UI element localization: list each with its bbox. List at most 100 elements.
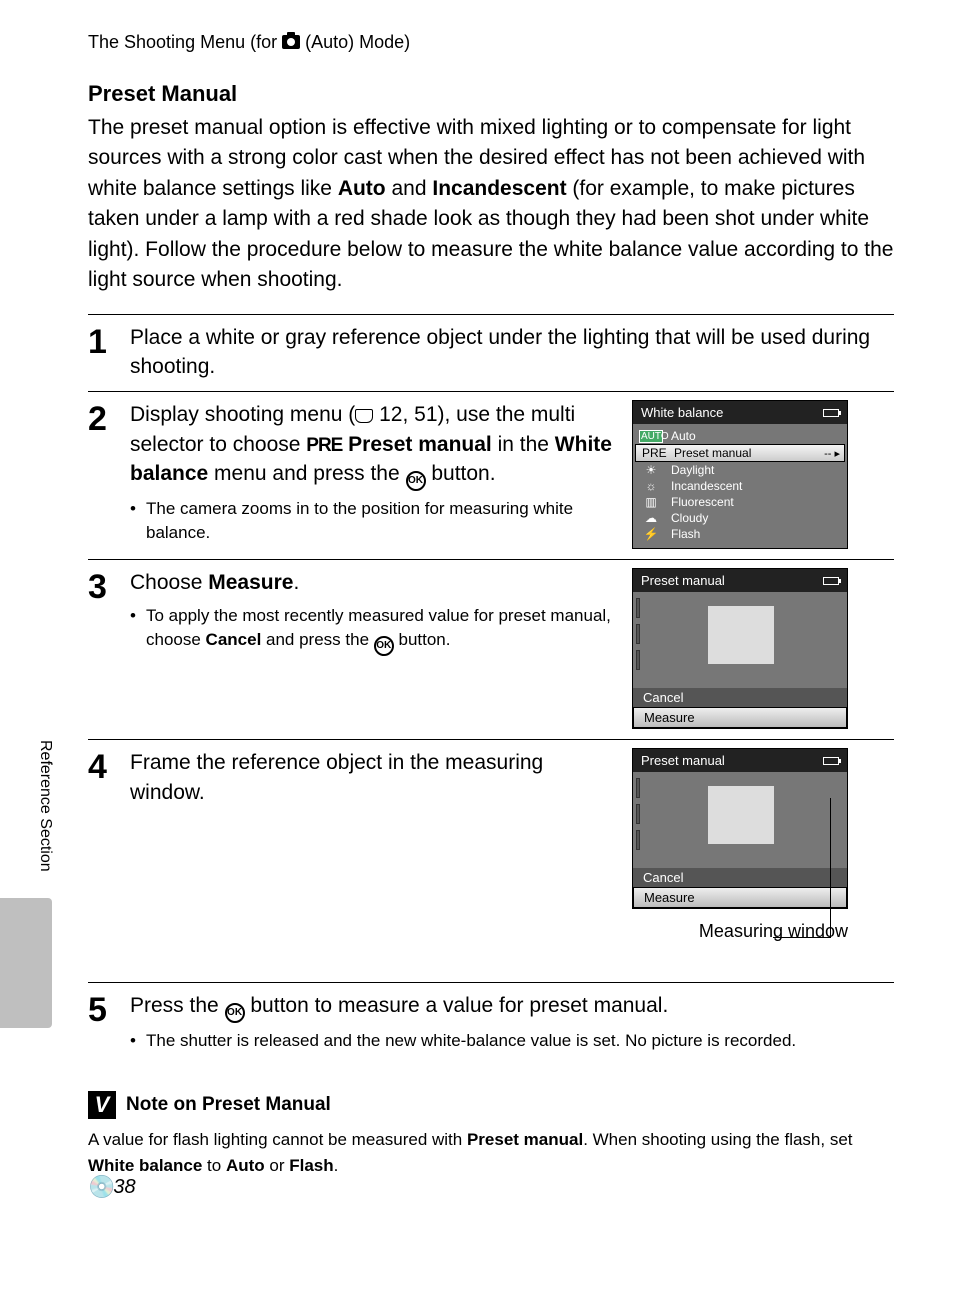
- lcd-title: Preset manual: [641, 573, 725, 588]
- lcd-side-tabs: [636, 778, 640, 850]
- lcd-side-tabs: [636, 598, 640, 670]
- callout-line: [773, 798, 831, 938]
- step-2: 2 Display shooting menu ( 12, 51), use t…: [88, 392, 894, 559]
- step-number: 3: [88, 568, 130, 604]
- section-title: Preset Manual: [88, 81, 894, 107]
- check-icon: V: [88, 1091, 116, 1119]
- intro-paragraph: The preset manual option is effective wi…: [88, 113, 894, 296]
- wb-item-icon: ▥: [639, 495, 663, 509]
- note-body: A value for flash lighting cannot be mea…: [88, 1127, 894, 1178]
- note-text: . When shooting using the flash, set: [583, 1130, 852, 1149]
- step-bold: Preset manual: [342, 433, 491, 456]
- camera-icon: [282, 35, 300, 49]
- wb-item-label: Incandescent: [671, 479, 843, 493]
- step-3: 3 Choose Measure. To apply the most rece…: [88, 560, 894, 739]
- wb-item-label: Flash: [671, 527, 843, 541]
- breadcrumb-suffix: (Auto) Mode): [300, 32, 410, 52]
- wb-item-icon: AUTO: [639, 430, 663, 443]
- step-bullet: The camera zooms in to the position for …: [130, 497, 620, 545]
- step-4: 4 Frame the reference object in the meas…: [88, 740, 894, 982]
- step-number: 2: [88, 400, 130, 436]
- wb-item-label: Fluorescent: [671, 495, 843, 509]
- step-body: Frame the reference object in the measur…: [130, 748, 620, 942]
- note-text: or: [265, 1156, 290, 1175]
- step-body: Press the OK button to measure a value f…: [130, 991, 894, 1053]
- note-bold: Auto: [226, 1156, 265, 1175]
- note-bold: Flash: [289, 1156, 333, 1175]
- battery-icon: [823, 409, 839, 417]
- wb-menu-item: PRE Preset manual -- ▸: [635, 444, 845, 462]
- wb-item-icon: ☀: [639, 463, 663, 477]
- step-bullet: The shutter is released and the new whit…: [130, 1029, 894, 1053]
- wb-menu-item: ⚡ Flash: [633, 526, 847, 542]
- wb-menu-item: ☀ Daylight: [633, 462, 847, 478]
- lcd-title-bar: White balance: [633, 401, 847, 424]
- step-number: 4: [88, 748, 130, 784]
- figure-preset-manual-frame: Preset manual Cancel Measure Measuring w…: [632, 748, 848, 942]
- battery-icon: [823, 757, 839, 765]
- measuring-window-box: [708, 786, 774, 844]
- note-heading: V Note on Preset Manual: [88, 1091, 894, 1119]
- intro-text: and: [386, 177, 433, 200]
- bullet-text: and press the: [261, 630, 373, 649]
- lcd-title: Preset manual: [641, 753, 725, 768]
- step-number: 5: [88, 991, 130, 1027]
- page-number-value: 38: [113, 1176, 135, 1199]
- wb-menu-item: ☁ Cloudy: [633, 510, 847, 526]
- wb-item-label: Preset manual: [674, 446, 816, 460]
- wb-item-label: Auto: [671, 429, 843, 443]
- note-box: V Note on Preset Manual A value for flas…: [88, 1091, 894, 1178]
- wb-item-label: Daylight: [671, 463, 843, 477]
- wb-menu-list: AUTO Auto PRE Preset manual -- ▸ ☀ Daylight ☼ In…: [633, 424, 847, 548]
- step-text: menu and press the: [208, 462, 405, 485]
- step-text: button.: [426, 462, 496, 485]
- wb-item-label: Cloudy: [671, 511, 843, 525]
- intro-bold-auto: Auto: [338, 177, 386, 200]
- bullet-text: button.: [394, 630, 451, 649]
- step-bold: Measure: [208, 571, 293, 594]
- wb-menu-item: ▥ Fluorescent: [633, 494, 847, 510]
- wb-menu-item: ☼ Incandescent: [633, 478, 847, 494]
- step-number: 1: [88, 323, 130, 359]
- breadcrumb-prefix: The Shooting Menu (for: [88, 32, 282, 52]
- wb-item-icon: ⚡: [639, 527, 663, 541]
- step-text: Choose: [130, 571, 208, 594]
- step-text: .: [293, 571, 299, 594]
- ok-icon: OK: [225, 1003, 245, 1023]
- wb-item-icon: ☼: [639, 479, 663, 493]
- step-text: button to measure a value for preset man…: [245, 994, 669, 1017]
- lcd-title-bar: Preset manual: [633, 749, 847, 772]
- ok-icon: OK: [406, 471, 426, 491]
- note-bold: White balance: [88, 1156, 202, 1175]
- step-5: 5 Press the OK button to measure a value…: [88, 983, 894, 1063]
- lcd-cancel-option: Cancel: [633, 688, 847, 707]
- intro-bold-incandescent: Incandescent: [432, 177, 566, 200]
- wb-item-icon: ☁: [639, 511, 663, 525]
- wb-item-arrow: -- ▸: [824, 447, 840, 460]
- ok-icon: OK: [374, 636, 394, 656]
- wb-menu-item: AUTO Auto: [633, 428, 847, 444]
- battery-icon: [823, 577, 839, 585]
- bullet-bold: Cancel: [206, 630, 262, 649]
- lcd-measure-option: Measure: [633, 707, 847, 728]
- note-bold: Preset manual: [467, 1130, 583, 1149]
- step-text: in the: [492, 433, 555, 456]
- note-text: to: [202, 1156, 226, 1175]
- lcd-title: White balance: [641, 405, 723, 420]
- link-icon: 💿: [88, 1174, 109, 1200]
- step-text: Display shooting menu (: [130, 403, 355, 426]
- note-title: Note on Preset Manual: [126, 1094, 331, 1116]
- wb-item-icon: PRE: [642, 446, 666, 460]
- book-icon: [355, 409, 373, 423]
- breadcrumb: The Shooting Menu (for (Auto) Mode): [88, 32, 894, 53]
- note-text: .: [334, 1156, 339, 1175]
- page-number: 💿 38: [88, 1174, 136, 1200]
- note-text: A value for flash lighting cannot be mea…: [88, 1130, 467, 1149]
- step-bullet: To apply the most recently measured valu…: [130, 604, 620, 656]
- figure-preset-manual-measure: Preset manual Cancel Measure: [632, 568, 848, 729]
- figure-white-balance-menu: White balance AUTO Auto PRE Preset manual --…: [632, 400, 848, 549]
- pre-icon: PRE: [306, 435, 342, 456]
- lcd-preview: [633, 592, 847, 688]
- measuring-window-box: [708, 606, 774, 664]
- step-body: Choose Measure. To apply the most recent…: [130, 568, 620, 729]
